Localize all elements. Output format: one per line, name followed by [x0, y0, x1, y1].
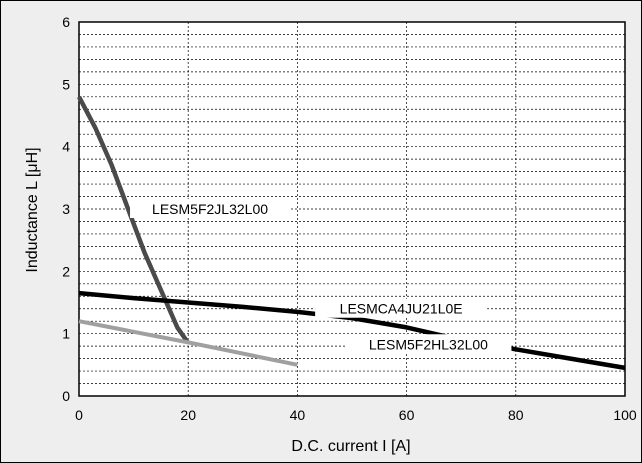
x-tick-label: 80 — [508, 407, 524, 423]
plot-area — [78, 21, 626, 397]
y-tick-label: 1 — [62, 326, 70, 342]
x-tick-label: 40 — [290, 407, 306, 423]
y-axis-title: Inductance L [μH] — [24, 147, 41, 272]
x-axis-ticks: 0 20 40 60 80 100 — [75, 407, 637, 423]
series-label-background — [345, 334, 512, 354]
x-axis-title: D.C. current I [A] — [291, 438, 410, 455]
series-label: LESM5F2HL32L00 — [369, 336, 488, 352]
y-tick-label: 3 — [62, 201, 70, 217]
x-tick-label: 20 — [180, 407, 196, 423]
series-lines — [77, 95, 626, 371]
x-tick-label: 0 — [75, 407, 83, 423]
x-tick-label: 60 — [399, 407, 415, 423]
series-label: LESM5F2JL32L00 — [152, 201, 268, 217]
series-line — [78, 290, 626, 371]
y-tick-label: 6 — [62, 14, 70, 30]
series-label: LESMCA4JU21L0E — [340, 301, 463, 317]
y-tick-label: 4 — [62, 139, 70, 155]
series-line — [78, 319, 298, 367]
y-tick-label: 0 — [62, 388, 70, 404]
x-tick-label: 100 — [613, 407, 637, 423]
y-tick-label: 2 — [62, 263, 70, 279]
series-label-background — [130, 199, 291, 218]
y-axis-ticks: 0 1 2 3 4 5 6 — [62, 14, 70, 404]
series-line — [77, 95, 191, 345]
series-labels: LESM5F2JL32L00 LESMCA4JU21L0E LESM5F2HL32L… — [130, 199, 512, 354]
series-label-background — [315, 298, 488, 318]
y-tick-label: 5 — [62, 76, 70, 92]
